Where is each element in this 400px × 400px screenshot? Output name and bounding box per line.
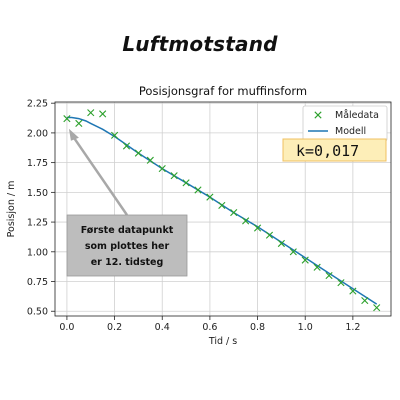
k-annotation-text: k=0,017 xyxy=(296,142,359,160)
data-point xyxy=(230,208,238,217)
annotation-line-3: er 12. tidsteg xyxy=(91,257,164,268)
x-tick-label: 0.8 xyxy=(250,322,265,333)
first-point-annotation: Første datapunkt som plottes her er 12. … xyxy=(66,128,188,277)
y-tick-label: 2.00 xyxy=(27,128,48,139)
plot-frame xyxy=(54,101,392,317)
data-point xyxy=(122,142,131,150)
x-tick-label: 1.2 xyxy=(345,322,360,333)
annotation-line-2: som plottes her xyxy=(85,241,170,252)
y-tick-label: 1.50 xyxy=(27,188,48,199)
data-point xyxy=(242,217,250,225)
y-tick-label: 0.50 xyxy=(27,307,48,318)
data-point xyxy=(206,193,214,201)
data-point xyxy=(325,271,333,280)
data-point xyxy=(99,110,107,118)
data-point xyxy=(75,119,83,127)
k-annotation: k=0,017 xyxy=(282,138,387,162)
data-point xyxy=(349,287,357,295)
data-series xyxy=(63,109,381,312)
data-point xyxy=(373,304,381,312)
y-axis-label: Posisjon / m xyxy=(6,181,17,238)
x-tick-label: 0.2 xyxy=(107,322,122,333)
data-point xyxy=(301,256,309,264)
y-tick-label: 1.00 xyxy=(27,247,48,258)
x-tick-label: 0.6 xyxy=(202,322,217,333)
data-point xyxy=(146,156,154,164)
data-point xyxy=(265,231,274,239)
y-tick-label: 2.25 xyxy=(27,99,48,110)
data-point xyxy=(170,172,178,180)
data-point xyxy=(63,115,71,123)
x-ticks: 0.0 0.2 0.4 0.6 0.8 1.0 1.2 xyxy=(59,316,360,333)
data-point xyxy=(289,248,297,256)
legend-label-modell: Modell xyxy=(335,126,366,137)
data-point xyxy=(277,239,285,248)
legend-label-maaledata: Måledata xyxy=(335,110,379,121)
data-point xyxy=(253,224,262,232)
data-point xyxy=(194,186,202,194)
y-ticks: 0.50 0.75 1.00 1.25 1.50 1.75 2.00 2.25 xyxy=(27,99,55,318)
x-tick-label: 1.0 xyxy=(298,322,313,333)
legend-marker-maaledata xyxy=(314,111,322,119)
data-point xyxy=(110,131,119,139)
legend: Måledata Modell xyxy=(302,105,388,142)
data-point xyxy=(182,179,190,187)
annotation-line-1: Første datapunkt xyxy=(81,225,174,236)
x-tick-label: 0.4 xyxy=(155,322,170,333)
page-title: Luftmotstand xyxy=(122,32,278,56)
annotation-arrow xyxy=(70,134,129,216)
data-point xyxy=(134,149,142,157)
data-point xyxy=(158,164,166,173)
x-axis-label: Tid / s xyxy=(208,336,237,347)
data-point xyxy=(87,109,95,117)
annotation-arrowhead xyxy=(68,128,79,141)
annotation-box xyxy=(66,214,188,277)
y-tick-label: 1.25 xyxy=(27,218,48,229)
chart-title: Posisjonsgraf for muffinsform xyxy=(139,84,307,98)
data-point xyxy=(361,296,369,305)
x-tick-label: 0.0 xyxy=(59,322,74,333)
data-point xyxy=(218,201,226,210)
data-point xyxy=(313,263,321,271)
data-point xyxy=(337,279,345,287)
k-annotation-box xyxy=(282,138,387,162)
y-tick-label: 0.75 xyxy=(27,277,48,288)
y-tick-label: 1.75 xyxy=(27,158,48,169)
